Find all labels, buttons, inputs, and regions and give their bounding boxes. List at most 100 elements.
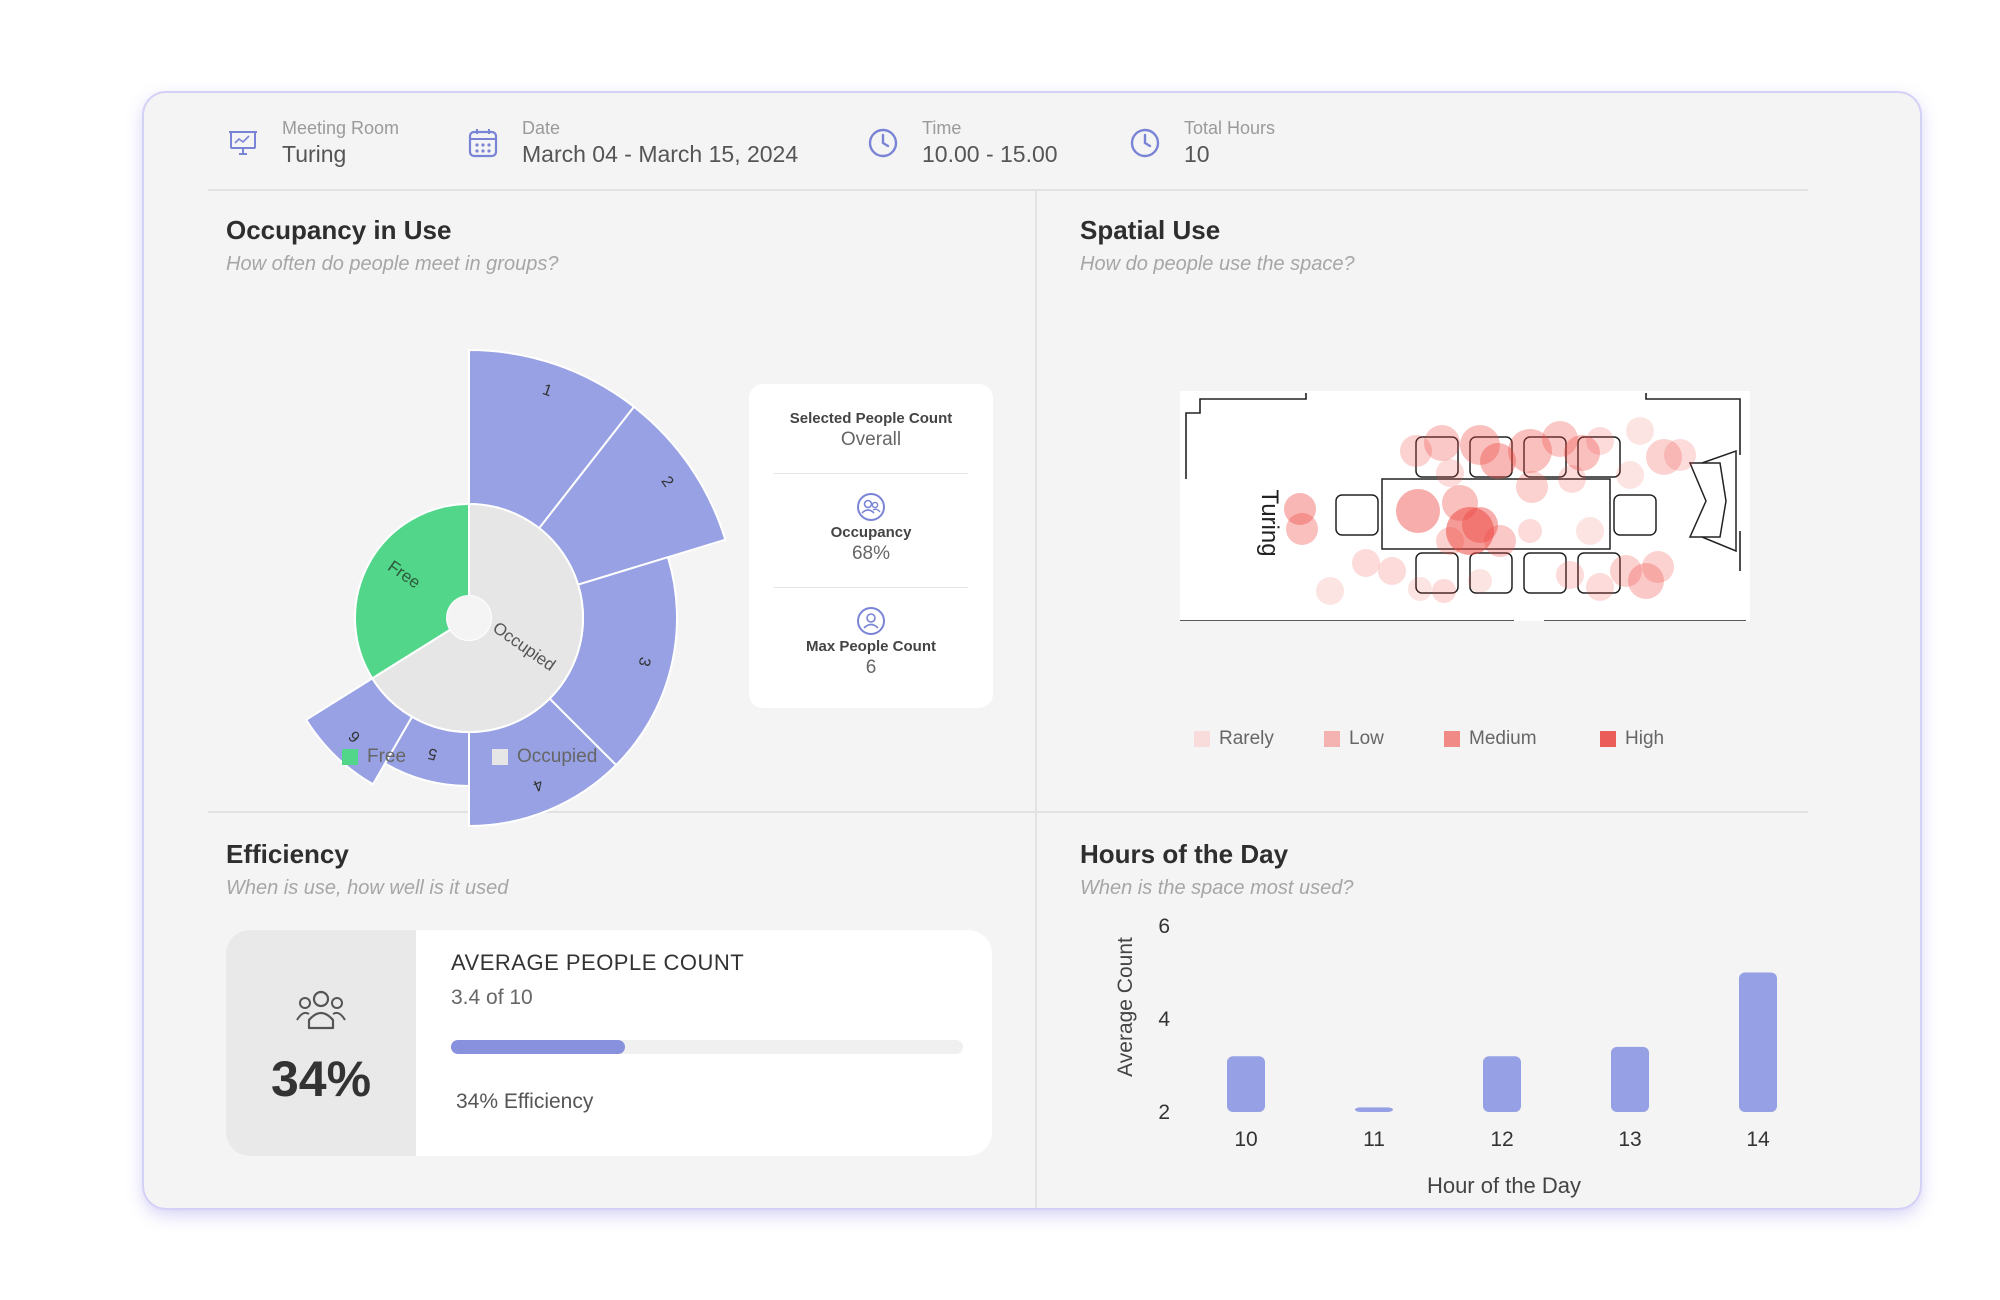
heat-blob — [1518, 519, 1542, 543]
efficiency-summary: 34% — [226, 930, 416, 1156]
x-tick-label: 14 — [1746, 1128, 1770, 1151]
legend-rarely: Rarely — [1194, 728, 1274, 750]
efficiency-card: 34% AVERAGE PEOPLE COUNT 3.4 of 10 34% E… — [226, 930, 992, 1156]
heat-blob — [1664, 439, 1696, 471]
heat-blob — [1558, 465, 1586, 493]
legend-occupied: Occupied — [492, 746, 597, 768]
heat-blob — [1610, 555, 1642, 587]
hour-bar[interactable] — [1739, 972, 1777, 1113]
hours-title: Hours of the Day — [1080, 839, 1289, 869]
heat-blob — [1408, 577, 1432, 601]
dashboard-card: Meeting Room Turing Date March 04 - Marc… — [144, 93, 1920, 1208]
legend-low: Low — [1324, 728, 1384, 750]
average-people-count-value: 3.4 of 10 — [451, 986, 533, 1009]
legend-rarely-swatch — [1194, 731, 1210, 747]
occupancy-stat-label: Occupancy — [830, 524, 912, 541]
y-tick-label: 4 — [1158, 1008, 1170, 1031]
heat-blobs — [1284, 417, 1696, 605]
time-label: Time — [922, 118, 962, 138]
heat-blob — [1378, 557, 1406, 585]
hours-subtitle: When is the space most used? — [1080, 877, 1354, 899]
x-tick-label: 13 — [1618, 1128, 1641, 1151]
date-label: Date — [522, 118, 561, 138]
hour-bar[interactable] — [1483, 1056, 1521, 1112]
total-hours-label: Total Hours — [1184, 118, 1276, 138]
floorplan-walls — [1180, 393, 1746, 621]
efficiency-progress-track — [451, 1040, 963, 1054]
stats-separator — [774, 587, 968, 588]
heat-blob — [1564, 435, 1600, 471]
heat-blob — [1400, 435, 1432, 467]
heat-blob — [1626, 417, 1654, 445]
legend-free: Free — [342, 746, 406, 768]
efficiency-label: 34% Efficiency — [456, 1090, 594, 1113]
selected-people-value: Overall — [840, 429, 902, 450]
heat-blob — [1628, 563, 1664, 599]
legend-medium-label: Medium — [1469, 728, 1537, 749]
header-time: Time 10.00 - 15.00 — [866, 113, 1058, 173]
heat-blob — [1484, 525, 1516, 557]
selected-people-label: Selected People Count — [789, 410, 953, 427]
legend-high-label: High — [1625, 728, 1665, 749]
heat-blob — [1446, 507, 1494, 555]
heat-blob — [1468, 569, 1492, 593]
column-divider — [1035, 191, 1037, 1208]
legend-occupied-label: Occupied — [517, 746, 598, 767]
room-value: Turing — [282, 141, 347, 167]
max-people-label: Max People Count — [805, 638, 936, 655]
heat-blob — [1508, 429, 1552, 473]
hour-bar[interactable] — [1355, 1107, 1393, 1112]
heat-blob — [1576, 517, 1604, 545]
heat-blob — [1284, 493, 1316, 525]
efficiency-percent: 34% — [270, 1051, 372, 1107]
legend-low-label: Low — [1349, 728, 1384, 749]
people-group-icon — [296, 990, 346, 1030]
sunburst-occupied-segment[interactable] — [370, 502, 584, 733]
heat-blob — [1480, 443, 1516, 479]
spatial-subtitle: How do people use the space? — [1080, 253, 1355, 275]
legend-high: High — [1600, 728, 1664, 750]
row-divider — [208, 811, 1808, 813]
heat-blob — [1556, 561, 1584, 589]
heat-blob — [1436, 527, 1464, 555]
sunburst-group-label: 5 — [426, 744, 439, 763]
occupancy-stats-panel: Selected People Count Overall Occupancy … — [749, 384, 993, 708]
x-tick-label: 10 — [1234, 1128, 1257, 1151]
heat-blob — [1616, 461, 1644, 489]
heat-blob — [1316, 577, 1344, 605]
heat-blob — [1460, 425, 1500, 465]
occupancy-stat: Occupancy 68% — [749, 492, 993, 565]
legend-medium: Medium — [1444, 728, 1537, 750]
heat-blob — [1642, 551, 1674, 583]
clock-icon — [1130, 128, 1160, 158]
occupancy-title: Occupancy in Use — [226, 215, 452, 245]
heat-blob — [1396, 489, 1440, 533]
average-people-count-heading: AVERAGE PEOPLE COUNT — [451, 950, 745, 975]
legend-low-swatch — [1324, 731, 1340, 747]
occupancy-stat-value: 68% — [851, 543, 891, 564]
heat-blob — [1516, 471, 1548, 503]
floorplan-furniture — [1335, 436, 1737, 594]
room-label: Meeting Room — [282, 118, 400, 138]
chart-ylabel: Average Count — [1114, 937, 1137, 1077]
presentation-board-icon — [229, 131, 257, 155]
hour-bar[interactable] — [1611, 1046, 1649, 1112]
x-tick-label: 11 — [1363, 1128, 1385, 1151]
efficiency-progress-fill — [451, 1040, 626, 1054]
hour-bar[interactable] — [1227, 1056, 1265, 1112]
legend-medium-swatch — [1444, 731, 1460, 747]
y-tick-label: 2 — [1158, 1101, 1170, 1124]
time-value: 10.00 - 15.00 — [922, 141, 1058, 167]
calendar-icon — [468, 129, 498, 158]
header-date: Date March 04 - March 15, 2024 — [466, 113, 798, 173]
heat-blob — [1286, 513, 1318, 545]
efficiency-title: Efficiency — [226, 839, 349, 869]
user-group-icon — [857, 493, 885, 521]
heat-blob — [1432, 579, 1456, 603]
header-room: Meeting Room Turing — [226, 113, 399, 173]
sunburst-center-hole — [447, 596, 491, 640]
legend-free-label: Free — [367, 746, 407, 767]
x-tick-label: 12 — [1490, 1128, 1513, 1151]
heat-blob — [1462, 507, 1498, 543]
occupancy-subtitle: How often do people meet in groups? — [226, 253, 559, 275]
